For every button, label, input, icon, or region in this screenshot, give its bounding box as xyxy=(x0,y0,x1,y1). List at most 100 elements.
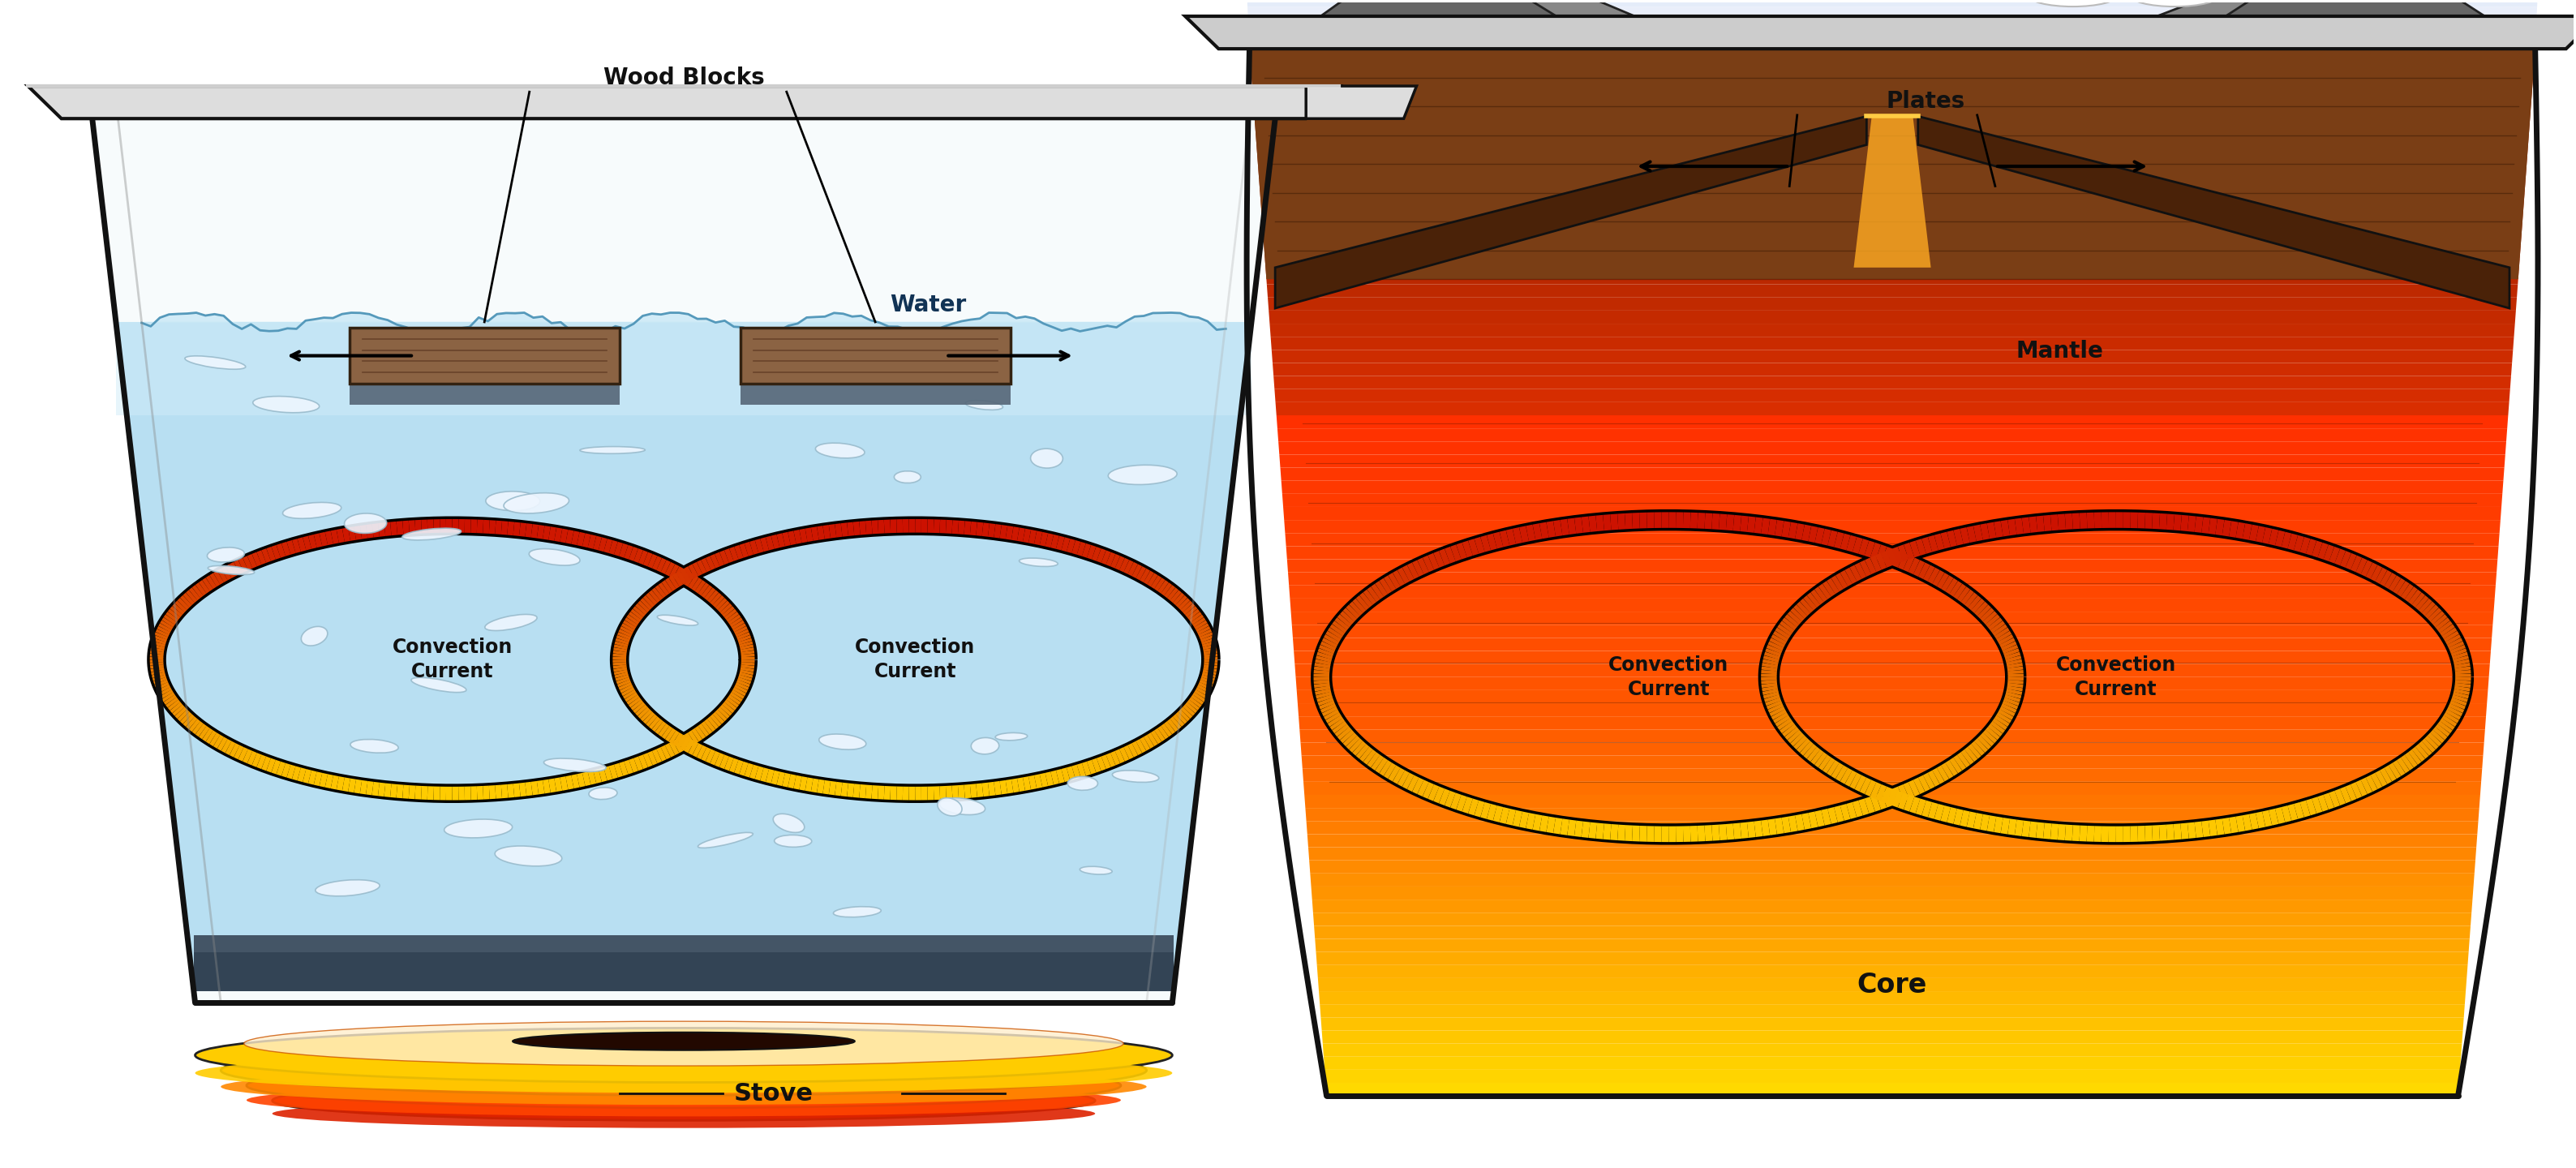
Polygon shape xyxy=(1283,494,2501,507)
Ellipse shape xyxy=(345,514,386,534)
Polygon shape xyxy=(1249,62,2535,75)
Polygon shape xyxy=(193,936,1175,992)
Polygon shape xyxy=(1265,258,2519,271)
Polygon shape xyxy=(1327,1083,2460,1096)
Polygon shape xyxy=(2174,0,2535,49)
Polygon shape xyxy=(1260,193,2524,206)
Polygon shape xyxy=(1275,117,1868,308)
Ellipse shape xyxy=(185,356,245,369)
Ellipse shape xyxy=(402,528,461,540)
Ellipse shape xyxy=(994,732,1028,741)
Ellipse shape xyxy=(487,492,541,510)
Polygon shape xyxy=(2071,0,2458,49)
Polygon shape xyxy=(1247,7,2537,14)
Text: Plates: Plates xyxy=(1886,90,1965,112)
Ellipse shape xyxy=(971,738,999,755)
Polygon shape xyxy=(739,328,1010,383)
Polygon shape xyxy=(1319,992,2465,1004)
Ellipse shape xyxy=(698,833,752,848)
Ellipse shape xyxy=(835,906,881,917)
Polygon shape xyxy=(1288,585,2496,598)
Polygon shape xyxy=(1311,874,2476,887)
Ellipse shape xyxy=(247,1063,1121,1108)
Ellipse shape xyxy=(1020,558,1059,566)
Polygon shape xyxy=(1303,769,2483,781)
Polygon shape xyxy=(1278,416,2509,429)
Ellipse shape xyxy=(1113,771,1159,783)
Ellipse shape xyxy=(528,549,580,565)
Polygon shape xyxy=(1249,21,2537,28)
Polygon shape xyxy=(1270,311,2517,324)
Text: Core: Core xyxy=(1857,972,1927,999)
Polygon shape xyxy=(1319,978,2468,992)
Ellipse shape xyxy=(533,366,590,382)
Polygon shape xyxy=(1314,912,2470,926)
Ellipse shape xyxy=(2130,0,2221,7)
Polygon shape xyxy=(1306,834,2478,847)
Text: Convection
Current: Convection Current xyxy=(392,638,513,681)
Polygon shape xyxy=(1285,520,2501,533)
Polygon shape xyxy=(1280,454,2506,467)
Ellipse shape xyxy=(247,1084,1121,1117)
Polygon shape xyxy=(1255,127,2530,140)
Polygon shape xyxy=(1267,284,2517,298)
Polygon shape xyxy=(1321,1017,2463,1030)
Text: Stove: Stove xyxy=(734,1082,814,1105)
Polygon shape xyxy=(1314,939,2470,952)
Ellipse shape xyxy=(513,1033,855,1050)
Polygon shape xyxy=(1301,743,2483,756)
Text: Water: Water xyxy=(889,293,966,317)
Polygon shape xyxy=(1255,114,2530,127)
Polygon shape xyxy=(1262,218,2522,232)
Polygon shape xyxy=(1311,899,2473,912)
Polygon shape xyxy=(116,322,1252,992)
Polygon shape xyxy=(1278,429,2506,442)
Ellipse shape xyxy=(245,1021,1123,1066)
Polygon shape xyxy=(1275,0,1610,49)
Polygon shape xyxy=(1275,402,2509,416)
Polygon shape xyxy=(1321,1043,2463,1057)
Text: Convection
Current: Convection Current xyxy=(2056,655,2177,698)
Polygon shape xyxy=(1303,795,2481,808)
Text: Wood Blocks: Wood Blocks xyxy=(603,67,765,89)
Ellipse shape xyxy=(773,814,804,833)
Polygon shape xyxy=(1293,651,2491,663)
Polygon shape xyxy=(1273,363,2512,376)
Polygon shape xyxy=(1265,271,2519,284)
Polygon shape xyxy=(1275,389,2509,402)
Ellipse shape xyxy=(209,565,255,575)
Polygon shape xyxy=(193,936,1175,952)
Ellipse shape xyxy=(196,1054,1172,1093)
Ellipse shape xyxy=(657,616,698,625)
Polygon shape xyxy=(1309,847,2476,861)
Ellipse shape xyxy=(966,401,1002,410)
Ellipse shape xyxy=(314,880,379,896)
Polygon shape xyxy=(1291,598,2494,612)
Ellipse shape xyxy=(940,798,984,815)
Polygon shape xyxy=(1306,86,1417,119)
Polygon shape xyxy=(1311,887,2473,899)
Polygon shape xyxy=(1306,821,2478,834)
Text: Mantle: Mantle xyxy=(2014,340,2102,362)
Polygon shape xyxy=(1249,28,2537,35)
Polygon shape xyxy=(93,119,1275,1003)
Polygon shape xyxy=(116,322,1252,415)
Ellipse shape xyxy=(938,798,961,816)
Polygon shape xyxy=(1249,49,2535,62)
Ellipse shape xyxy=(222,1045,1146,1096)
Polygon shape xyxy=(1247,14,2537,21)
Ellipse shape xyxy=(817,443,866,458)
Polygon shape xyxy=(350,328,618,383)
Ellipse shape xyxy=(775,835,811,847)
Polygon shape xyxy=(739,383,1010,404)
Polygon shape xyxy=(1298,703,2486,716)
Ellipse shape xyxy=(443,819,513,837)
Polygon shape xyxy=(1296,663,2491,677)
Polygon shape xyxy=(1316,965,2468,978)
Ellipse shape xyxy=(273,1080,1095,1120)
Polygon shape xyxy=(1324,1057,2460,1070)
Ellipse shape xyxy=(196,1028,1172,1083)
Polygon shape xyxy=(1301,756,2483,769)
Polygon shape xyxy=(1280,481,2504,494)
Polygon shape xyxy=(1252,88,2532,102)
